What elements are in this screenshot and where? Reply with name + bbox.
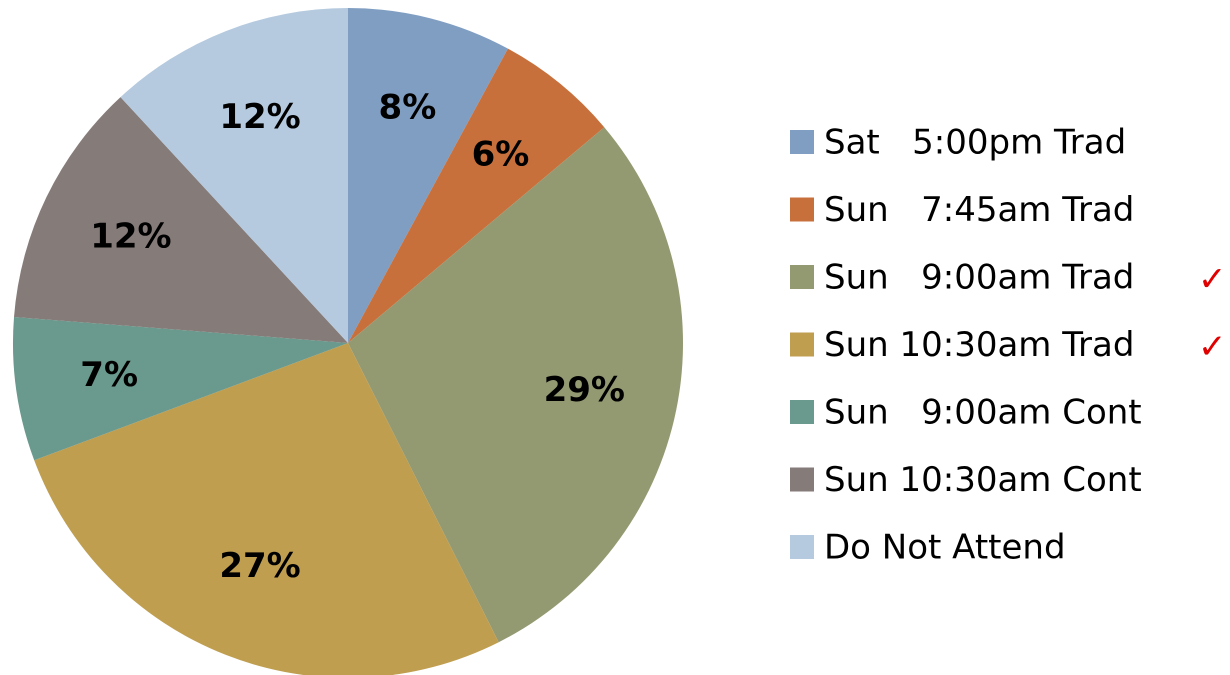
pie-slice bbox=[348, 8, 508, 343]
data-label: 12% bbox=[90, 216, 171, 256]
pie-slice bbox=[12, 316, 348, 461]
legend-swatch bbox=[790, 332, 814, 357]
legend-label: Sat 5:00pm Trad bbox=[824, 123, 1126, 163]
legend-label: Sun 10:30am Cont bbox=[824, 460, 1142, 500]
legend-label: Sun 10:30am Trad bbox=[824, 325, 1134, 365]
data-label: 7% bbox=[80, 355, 138, 395]
legend-check: ✓ bbox=[1198, 260, 1227, 300]
pie-slice bbox=[14, 97, 348, 343]
data-label: 8% bbox=[379, 88, 437, 128]
legend-label: Sun 9:00am Cont bbox=[824, 393, 1142, 433]
legend-swatch bbox=[790, 400, 814, 424]
pie-slice bbox=[348, 48, 605, 344]
pie-slice bbox=[34, 343, 499, 675]
legend-swatch bbox=[790, 130, 814, 154]
legend-swatch bbox=[790, 467, 814, 492]
data-label: 27% bbox=[219, 546, 300, 586]
data-label: 12% bbox=[219, 97, 300, 137]
data-label: 29% bbox=[544, 370, 625, 410]
pie-slice bbox=[348, 127, 683, 643]
legend-check: ✓ bbox=[1198, 327, 1227, 367]
data-label: 6% bbox=[472, 135, 530, 175]
legend-swatch bbox=[790, 535, 814, 559]
legend-label: Do Not Attend bbox=[824, 528, 1066, 568]
legend-label: Sun 7:45am Trad bbox=[824, 190, 1134, 230]
legend-swatch bbox=[790, 265, 814, 289]
pie-slice bbox=[120, 8, 348, 343]
legend-label: Sun 9:00am Trad bbox=[824, 258, 1134, 298]
legend-swatch bbox=[790, 197, 814, 222]
